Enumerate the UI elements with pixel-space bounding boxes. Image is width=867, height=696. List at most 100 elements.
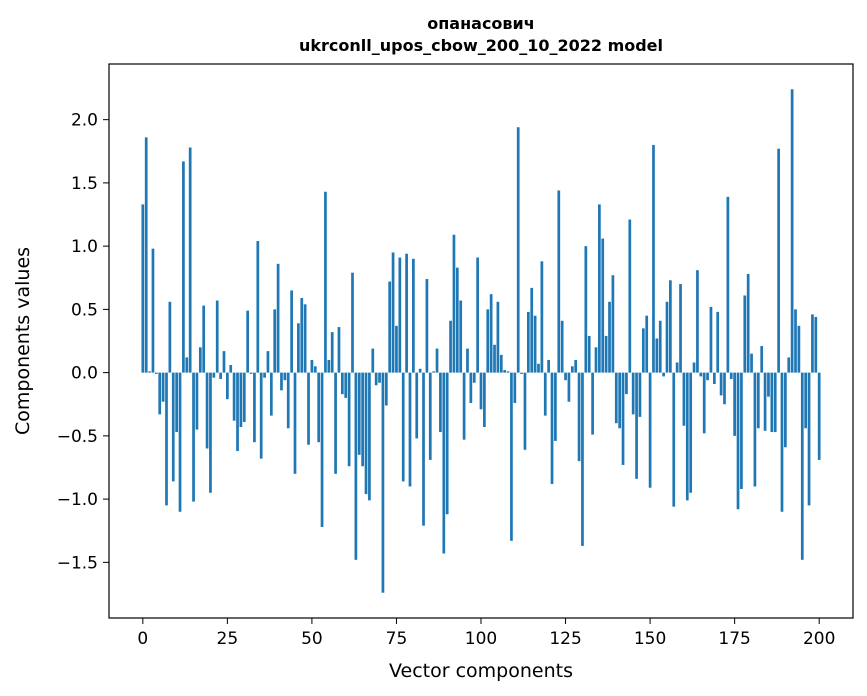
x-tick-label: 100 bbox=[465, 629, 497, 649]
bar-157 bbox=[672, 372, 676, 507]
bar-169 bbox=[712, 372, 716, 384]
bar-121 bbox=[550, 372, 554, 484]
bar-34 bbox=[256, 241, 260, 373]
bar-80 bbox=[412, 258, 415, 373]
bar-84 bbox=[425, 279, 429, 373]
bar-43 bbox=[286, 372, 290, 429]
y-tick-label: 1.5 bbox=[71, 174, 98, 194]
bar-94 bbox=[459, 300, 463, 373]
bar-128 bbox=[574, 359, 578, 373]
bar-73 bbox=[388, 281, 392, 373]
bar-102 bbox=[486, 309, 490, 373]
bar-112 bbox=[520, 372, 523, 374]
y-axis-ticks: −1.5 −1.0 −0.5 0.0 0.5 1.0 1.5 2.0 bbox=[57, 111, 109, 573]
bar-40 bbox=[276, 263, 280, 373]
bar-52 bbox=[317, 372, 321, 443]
y-tick-label: 0.5 bbox=[71, 300, 98, 320]
bar-164 bbox=[696, 270, 699, 373]
x-tick-label: 200 bbox=[803, 629, 835, 649]
bar-150 bbox=[648, 372, 652, 488]
bar-97 bbox=[469, 372, 473, 403]
bar-59 bbox=[340, 372, 344, 395]
bar-46 bbox=[297, 323, 300, 373]
bar-174 bbox=[729, 372, 733, 379]
bar-25 bbox=[226, 372, 229, 400]
bar-99 bbox=[476, 257, 479, 373]
bar-109 bbox=[510, 372, 513, 541]
y-tick-label: 0.0 bbox=[71, 364, 98, 384]
bar-131 bbox=[584, 246, 588, 373]
bar-141 bbox=[618, 372, 622, 429]
bar-56 bbox=[330, 332, 334, 373]
bar-168 bbox=[709, 306, 713, 373]
bar-172 bbox=[723, 372, 726, 405]
bar-132 bbox=[587, 335, 591, 373]
bar-18 bbox=[202, 305, 206, 373]
bar-20 bbox=[209, 372, 212, 493]
bar-166 bbox=[702, 372, 706, 434]
bar-188 bbox=[777, 148, 780, 373]
bar-82 bbox=[418, 368, 422, 373]
x-axis-ticks: 0 25 50 75 100 125 150 175 200 bbox=[137, 618, 835, 649]
bar-129 bbox=[577, 372, 581, 462]
bar-158 bbox=[675, 362, 679, 373]
bar-58 bbox=[337, 327, 341, 373]
bar-176 bbox=[736, 372, 740, 510]
bar-116 bbox=[533, 315, 537, 373]
bar-74 bbox=[391, 252, 395, 373]
y-tick-label: −1.5 bbox=[57, 553, 98, 573]
bar-105 bbox=[496, 301, 500, 373]
bar-104 bbox=[493, 344, 496, 373]
bar-190 bbox=[784, 372, 787, 448]
bar-24 bbox=[222, 351, 226, 373]
bar-153 bbox=[658, 320, 662, 373]
bar-11 bbox=[178, 372, 182, 512]
bar-137 bbox=[604, 335, 608, 373]
bar-117 bbox=[537, 363, 540, 373]
bar-107 bbox=[503, 370, 507, 373]
bar-159 bbox=[679, 284, 682, 373]
bar-136 bbox=[601, 238, 605, 373]
bar-62 bbox=[351, 272, 354, 373]
bar-92 bbox=[452, 234, 456, 373]
bar-111 bbox=[516, 127, 520, 373]
bar-196 bbox=[804, 372, 808, 429]
bar-49 bbox=[307, 372, 310, 445]
chart-title-line1: опанасович bbox=[427, 14, 535, 33]
bar-48 bbox=[303, 304, 307, 373]
bar-101 bbox=[483, 372, 486, 428]
bar-61 bbox=[347, 372, 351, 467]
bar-87 bbox=[435, 348, 439, 373]
bar-148 bbox=[641, 328, 645, 373]
bar-37 bbox=[266, 351, 270, 373]
bar-93 bbox=[455, 267, 459, 373]
bar-76 bbox=[398, 257, 402, 373]
bar-184 bbox=[763, 372, 767, 431]
bar-9 bbox=[171, 372, 175, 482]
plot-frame bbox=[108, 63, 854, 619]
bar-175 bbox=[733, 372, 736, 436]
bar-110 bbox=[513, 372, 517, 403]
bar-194 bbox=[797, 325, 801, 373]
bar-122 bbox=[554, 372, 557, 441]
bar-75 bbox=[395, 325, 398, 373]
bar-118 bbox=[540, 261, 544, 373]
bar-51 bbox=[313, 366, 317, 373]
bar-113 bbox=[523, 372, 527, 450]
bar-72 bbox=[384, 372, 388, 406]
x-tick-label: 0 bbox=[137, 629, 148, 649]
bar-140 bbox=[614, 372, 618, 424]
bar-67 bbox=[368, 372, 371, 501]
bar-32 bbox=[249, 372, 253, 374]
bar-199 bbox=[814, 316, 818, 373]
bar-182 bbox=[756, 372, 760, 429]
bar-66 bbox=[364, 372, 368, 495]
bar-173 bbox=[726, 196, 730, 373]
bar-142 bbox=[621, 372, 625, 465]
bar-65 bbox=[361, 372, 364, 467]
y-tick-label: −0.5 bbox=[57, 427, 98, 447]
bar-30 bbox=[242, 372, 246, 422]
y-axis-label: Components values bbox=[12, 247, 34, 435]
bar-60 bbox=[344, 372, 348, 398]
